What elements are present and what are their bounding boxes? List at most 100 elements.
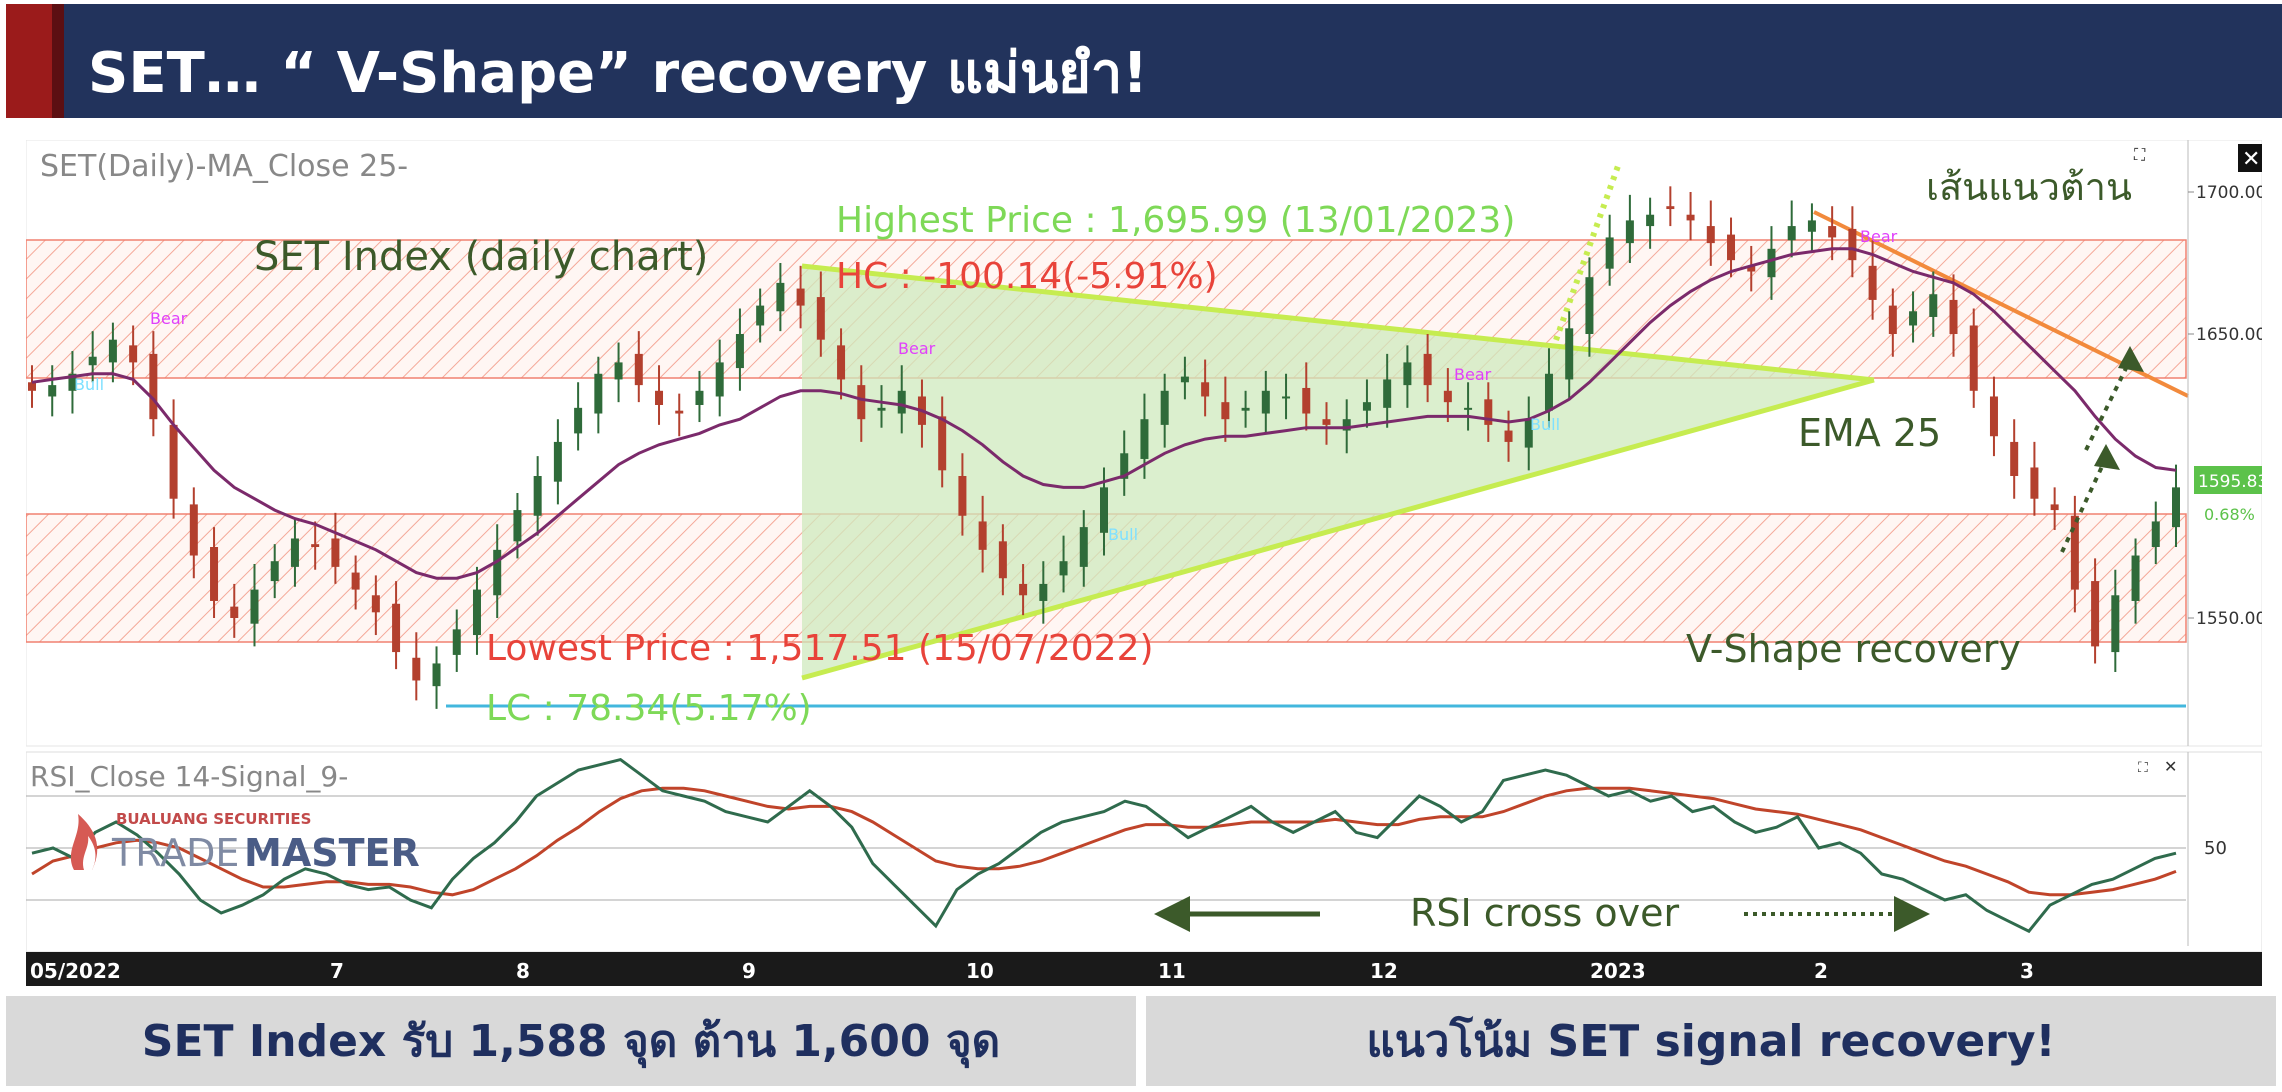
candle-body <box>2030 467 2039 499</box>
candle-body <box>553 441 562 482</box>
candle-body <box>1565 328 1574 380</box>
candle-body <box>2131 555 2140 601</box>
footer-support-resistance: SET Index รับ 1,588 จุด ต้าน 1,600 จุด <box>6 996 1136 1086</box>
candle-body <box>432 663 441 687</box>
candle-body <box>1787 226 1796 241</box>
candle-body <box>1362 402 1371 411</box>
triangle-lower-line <box>801 377 1875 681</box>
bull-marker: Bull <box>74 375 104 394</box>
candle-body <box>1383 379 1392 408</box>
rsi-signal-line <box>31 786 2177 897</box>
footer: SET Index รับ 1,588 จุด ต้าน 1,600 จุด แ… <box>0 992 2282 1092</box>
candle-body <box>1686 214 1695 221</box>
candle-body <box>756 305 765 326</box>
candle-body <box>1342 419 1351 431</box>
bear-marker: Bear <box>1860 227 1898 246</box>
rsi-left-arrowhead <box>1154 896 1190 932</box>
candle-body <box>857 385 866 420</box>
header: SET… “ V-Shape” recovery แม่นยำ! <box>0 0 2282 120</box>
footer-trend: แนวโน้ม SET signal recovery! <box>1146 996 2276 1086</box>
candle-body <box>250 589 259 624</box>
candle-body <box>2050 504 2059 511</box>
candle-body <box>1221 402 1230 420</box>
candle-body <box>169 424 178 499</box>
candle-body <box>998 541 1007 579</box>
candle-body <box>513 510 522 542</box>
trademaster-logo: BUALUANG SECURITIES TRADE MASTER <box>70 810 420 875</box>
bull-marker: Bull <box>1530 415 1560 434</box>
candle-body <box>877 407 886 411</box>
candlesticks <box>28 186 2180 709</box>
lowest-price-label: Lowest Price : 1,517.51 (15/07/2022) <box>486 628 1154 669</box>
candle-body <box>28 382 36 391</box>
candle-body <box>1180 376 1189 383</box>
expand-icon[interactable]: ⛶ <box>2134 145 2146 164</box>
set-index-label: SET Index (daily chart) <box>254 234 708 280</box>
candle-body <box>129 345 138 363</box>
rsi-close-icon[interactable]: ✕ <box>2164 757 2177 776</box>
candle-body <box>189 504 198 556</box>
ema25-line <box>31 247 2177 580</box>
candle-body <box>837 345 846 380</box>
chart-area: 1700.00 1650.00 1550.00 1595.83 0.68% ✕ ⛶ … <box>25 139 2268 986</box>
candle-body <box>594 373 603 414</box>
candle-body <box>675 410 684 414</box>
rsi-panel <box>25 751 2263 953</box>
candle-body <box>1666 206 1675 210</box>
bear-marker: Bear <box>150 309 188 328</box>
candle-body <box>1322 419 1331 425</box>
logo-company: BUALUANG SECURITIES <box>116 810 311 828</box>
header-bar <box>6 4 2282 118</box>
time-tick-label: 05/2022 <box>30 959 121 983</box>
bear-marker: Bear <box>1454 365 1492 384</box>
candle-body <box>371 595 380 613</box>
candle-body <box>392 603 401 653</box>
candle-body <box>958 476 967 516</box>
candle-body <box>1929 294 1938 317</box>
candle-body <box>290 538 299 567</box>
last-price-box <box>2194 466 2262 494</box>
candle-body <box>108 339 117 363</box>
bull-marker: Bull <box>1108 525 1138 544</box>
candle-body <box>1079 527 1088 567</box>
ema25-label: EMA 25 <box>1798 411 1941 455</box>
candle-body <box>1544 373 1553 411</box>
candle-body <box>270 561 279 582</box>
rsi-panel-title: RSI_Close 14-Signal_9- <box>30 760 348 793</box>
candle-body <box>493 549 502 596</box>
candle-body <box>634 353 643 386</box>
logo-brand-b: MASTER <box>244 831 420 875</box>
candle-body <box>1403 362 1412 386</box>
candle-body <box>1807 220 1816 232</box>
rsi-expand-icon[interactable]: ⛶ <box>2138 760 2148 776</box>
price-panel-title: SET(Daily)-MA_Close 25- <box>40 149 408 184</box>
candle-body <box>1747 265 1756 272</box>
bear-marker: Bear <box>898 339 936 358</box>
candle-body <box>68 373 77 391</box>
candle-body <box>1443 390 1452 403</box>
time-tick-label: 2 <box>1814 959 1828 983</box>
logo-flame-icon-inner <box>83 836 96 870</box>
time-axis <box>26 952 2262 986</box>
triangle-pattern <box>802 268 1874 678</box>
last-price-label: 1595.83 <box>2198 472 2262 492</box>
candle-body <box>1989 396 1998 437</box>
vshape-arrowhead-2 <box>2118 346 2144 372</box>
candle-body <box>1706 226 1715 244</box>
candle-body <box>1059 561 1068 576</box>
candle-body <box>533 476 542 516</box>
candle-body <box>796 288 805 306</box>
candle-body <box>1019 583 1028 596</box>
candle-body <box>735 334 744 369</box>
candle-body <box>1423 353 1432 386</box>
header-accent <box>6 4 64 118</box>
candle-body <box>412 657 421 681</box>
candle-body <box>1302 387 1311 414</box>
candle-body <box>2091 581 2100 647</box>
candle-body <box>2151 521 2160 547</box>
candle-body <box>1120 453 1129 479</box>
candle-body <box>1524 419 1533 448</box>
chart-close-button[interactable] <box>2238 144 2262 172</box>
hc-label: HC : -100.14(-5.91%) <box>836 256 1218 297</box>
close-icon[interactable]: ✕ <box>2242 147 2260 172</box>
